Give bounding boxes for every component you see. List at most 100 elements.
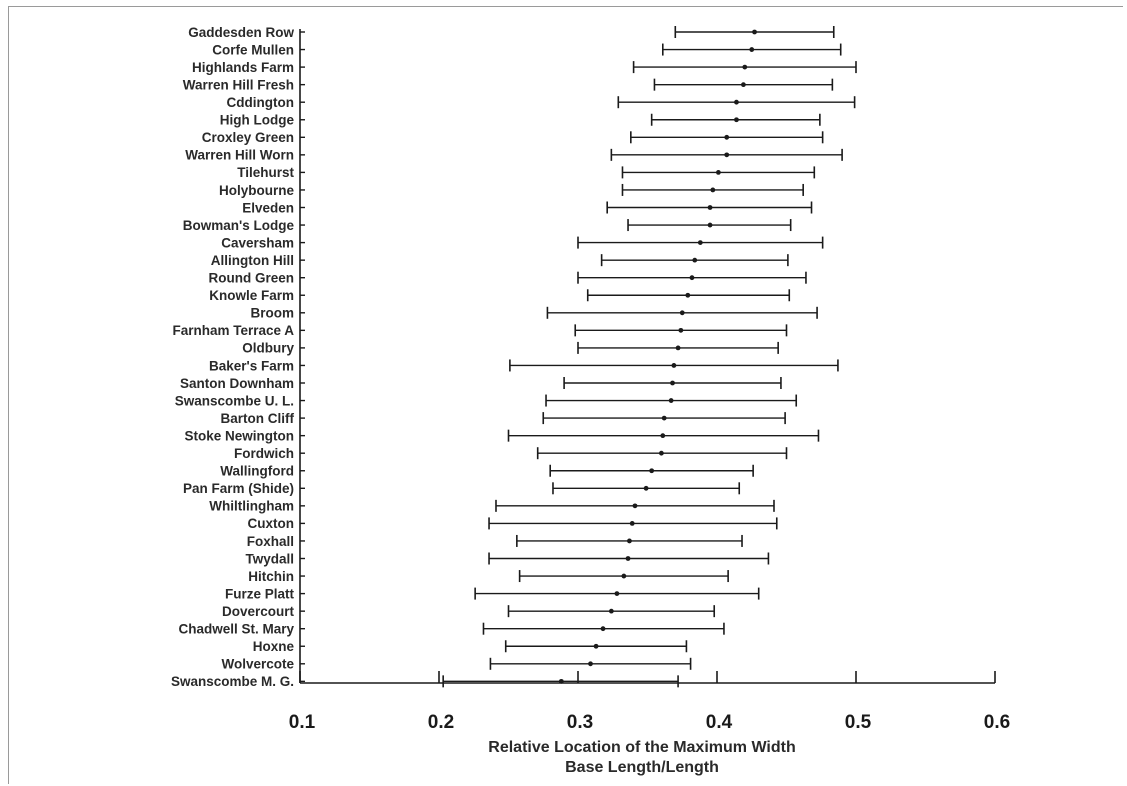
mean-point [715,170,721,175]
category-label: Wallingford [220,464,294,479]
error-bar [495,499,775,512]
mean-point [614,591,620,596]
mean-point [734,99,739,105]
error-bar [627,219,792,232]
error-bar [606,201,813,214]
error-bar [563,377,782,389]
category-label: Tilehurst [237,165,294,180]
error-bar [610,148,843,161]
category-label: Croxley Green [202,130,294,145]
error-bar [621,166,816,179]
error-bar [617,96,856,109]
mean-point [627,538,632,544]
x-tick-label: 0.4 [706,712,733,733]
mean-point [608,608,614,614]
category-label: Dovercourt [222,604,295,619]
error-bar [653,78,834,91]
category-label: Barton Cliff [221,411,295,426]
error-bar [621,183,804,196]
mean-point [649,468,655,474]
mean-point [678,327,684,333]
category-label: Pan Farm (Shide) [183,481,294,496]
category-label: High Lodge [220,113,295,128]
category-label: Wolvercote [221,657,294,672]
category-label: Baker's Farm [209,358,294,373]
category-label: Oldbury [242,341,294,356]
mean-point [742,64,748,70]
x-tick-labels: 0.1 0.2 0.3 0.4 0.5 0.6 [289,712,1010,733]
error-bar [577,271,807,284]
mean-point [661,415,667,421]
category-label: Cuxton [248,516,295,531]
mean-point [632,503,638,509]
error-bar [577,236,824,249]
category-label: Hitchin [248,569,294,584]
mean-point [752,29,757,35]
error-bar [546,306,818,319]
x-tick-label: 0.2 [428,712,454,733]
error-bar [507,605,716,618]
error-bar [549,464,754,477]
mean-point [707,205,713,210]
error-bars [442,26,857,688]
category-label: Chadwell St. Mary [178,622,294,637]
mean-point [671,363,677,368]
mean-point [558,678,564,684]
mean-point [670,380,675,386]
error-bar [632,61,857,74]
mean-point [724,152,730,158]
error-bar [489,657,692,670]
error-bar [488,517,778,530]
mean-point [734,117,739,123]
x-tick-label: 0.3 [567,712,593,733]
category-label: Warren Hill Fresh [183,77,294,92]
mean-point [668,398,674,403]
error-bar [600,254,789,267]
category-label: Highlands Farm [192,60,294,75]
error-bar [516,534,743,547]
mean-point [697,240,703,246]
error-bar [504,640,688,653]
category-label: Knowle Farm [209,288,294,303]
category-label: Fordwich [234,446,294,461]
error-bar [509,359,839,372]
error-bar [518,570,729,583]
category-label: Furze Platt [225,586,295,601]
category-label: Swanscombe U. L. [175,393,294,408]
category-label: Whiltlingham [209,499,294,514]
error-bar [542,412,786,425]
x-tick-label: 0.1 [289,712,316,733]
error-bar [586,289,791,302]
category-label: Caversham [221,235,294,250]
error-bar [488,552,770,565]
error-bar [536,447,788,460]
error-bar [474,587,760,600]
mean-point [675,345,681,351]
category-label: Bowman's Lodge [183,218,295,233]
category-label: Warren Hill Worn [185,148,294,163]
error-bar [661,43,842,56]
category-label: Cddington [227,95,294,110]
chart-frame [8,6,1123,784]
mean-point [724,134,730,140]
mean-point [692,257,698,263]
error-bar [442,675,679,688]
mean-point [593,643,599,649]
x-axis-label-line-2: Base Length/Length [565,759,719,776]
mean-point [588,661,593,667]
mean-point [707,222,713,228]
mean-point [710,187,716,193]
category-label: Swanscombe M. G. [171,674,294,689]
category-label: Santon Downham [180,376,294,391]
category-label: Hoxne [253,639,295,654]
mean-point [685,292,691,298]
category-label: Gaddesden Row [188,25,294,40]
mean-point [660,433,666,439]
error-bar [577,341,779,354]
error-bar [674,26,835,38]
category-label: Allington Hill [211,253,294,268]
error-bar [545,394,798,407]
category-label: Twydall [245,551,294,566]
mean-point [741,82,746,88]
